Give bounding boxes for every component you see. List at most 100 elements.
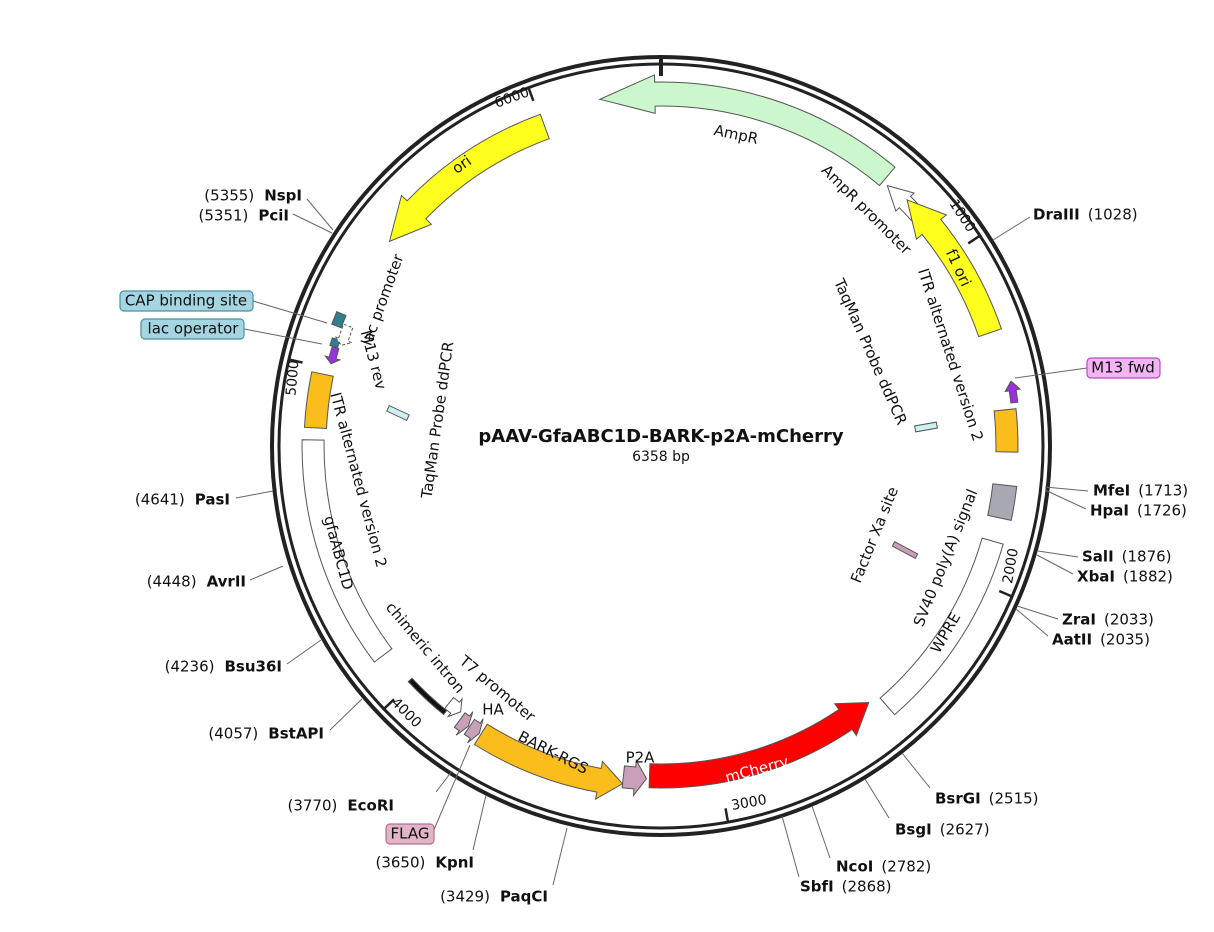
feature-shape (1004, 380, 1022, 404)
site-position: (1876) (1122, 548, 1172, 566)
feature-label: P2A (626, 749, 656, 767)
site-leader (811, 805, 831, 859)
scale-tick (724, 808, 730, 823)
site-name: BsgI (895, 821, 932, 839)
site-name: AatII (1052, 631, 1092, 649)
scale-tick (288, 358, 303, 364)
feature-label: TaqMan Probe ddPCR (417, 340, 457, 500)
site-position: (5351) (199, 207, 249, 225)
site-leader (781, 815, 800, 878)
feature-label-box (385, 823, 435, 845)
site-position: (2033) (1104, 611, 1154, 629)
feature-label: CAP binding site (125, 292, 247, 310)
site-position: (3650) (375, 854, 425, 872)
site-name: XbaI (1077, 568, 1115, 586)
site-position: (2627) (940, 821, 990, 839)
site-position: (4057) (208, 725, 258, 743)
feature-shape (473, 723, 624, 801)
feature-shape (621, 758, 648, 798)
feature-shape (386, 404, 410, 422)
feature-label: HA (482, 701, 504, 719)
site-position: (2515) (989, 790, 1039, 808)
feature-shape (388, 113, 550, 243)
site-name: PasI (195, 491, 230, 509)
site-name: HpaI (1090, 502, 1129, 520)
site-name: EcoRI (347, 797, 394, 815)
site-leader (992, 216, 1031, 241)
feature-label: AmpR (712, 121, 760, 148)
site-position: (2868) (842, 878, 892, 896)
feature-label: FLAG (391, 825, 430, 843)
site-name: SalI (1082, 548, 1114, 566)
scale-tick-label: 6000 (493, 84, 532, 111)
scale-tick (383, 698, 395, 710)
site-leader (472, 794, 487, 851)
feature-label: chimeric intron (382, 599, 469, 697)
feature-leader (243, 328, 323, 345)
feature-label-box (1086, 357, 1161, 379)
backbone-outer (270, 55, 1052, 837)
feature-label-box (140, 318, 245, 340)
scale-tick (998, 589, 1013, 598)
feature-shape (443, 696, 463, 718)
site-leader (1037, 550, 1079, 558)
site-position: (1882) (1123, 568, 1173, 586)
plasmid-name: pAAV-GfaABC1D-BARK-p2A-mCherry (478, 426, 843, 447)
site-position: (2782) (881, 858, 931, 876)
feature-leader (1014, 367, 1088, 379)
scale-tick-label: 5000 (283, 360, 302, 397)
feature-label: lac promoter (358, 251, 408, 348)
site-leader (552, 827, 568, 886)
site-position: (5355) (204, 187, 254, 205)
site-leader (286, 639, 322, 665)
site-name: KpnI (435, 854, 474, 872)
site-leader (306, 198, 334, 231)
site-leader (1044, 489, 1087, 510)
site-leader (901, 752, 931, 789)
scale-tick-label: 3000 (730, 792, 768, 814)
site-name: BstAPI (268, 725, 324, 743)
site-position: (4448) (147, 573, 197, 591)
site-position: (1028) (1088, 206, 1138, 224)
plasmid-length: 6358 bp (632, 449, 690, 465)
feature-shape (987, 483, 1018, 521)
site-name: Bsu36I (225, 658, 283, 676)
site-leader (235, 490, 274, 499)
site-name: PaqCI (500, 888, 548, 906)
site-name: PciI (258, 207, 289, 225)
site-position: (4236) (165, 658, 215, 676)
feature-shape (906, 199, 1003, 338)
feature-leader (252, 300, 328, 324)
feature-shape (648, 701, 870, 789)
site-position: (3770) (288, 797, 338, 815)
feature-shape (303, 371, 334, 430)
site-position: (4641) (135, 491, 185, 509)
site-position: (3429) (440, 888, 490, 906)
feature-label: Factor Xa site (847, 484, 902, 585)
feature-shape (598, 74, 896, 187)
feature-shape (879, 537, 1004, 716)
feature-shape (301, 439, 393, 663)
site-position: (2035) (1100, 631, 1150, 649)
site-leader (864, 778, 890, 819)
feature-label: lac operator (148, 320, 240, 338)
site-position: (1726) (1137, 502, 1187, 520)
feature-shape (891, 541, 919, 559)
feature-leader (432, 744, 471, 833)
feature-shape (407, 677, 448, 716)
site-name: MfeI (1093, 482, 1130, 500)
feature-label-box (119, 290, 254, 312)
scale-tick (967, 234, 981, 245)
feature-shape (324, 346, 342, 365)
site-name: BsrGI (935, 790, 981, 808)
site-position: (1713) (1138, 482, 1188, 500)
site-name: SbfI (800, 878, 834, 896)
scale-tick (527, 87, 535, 102)
feature-shape (463, 718, 484, 744)
feature-shape (331, 311, 347, 329)
site-name: ZraI (1062, 611, 1096, 629)
feature-shape (453, 711, 474, 736)
site-leader (329, 698, 363, 731)
